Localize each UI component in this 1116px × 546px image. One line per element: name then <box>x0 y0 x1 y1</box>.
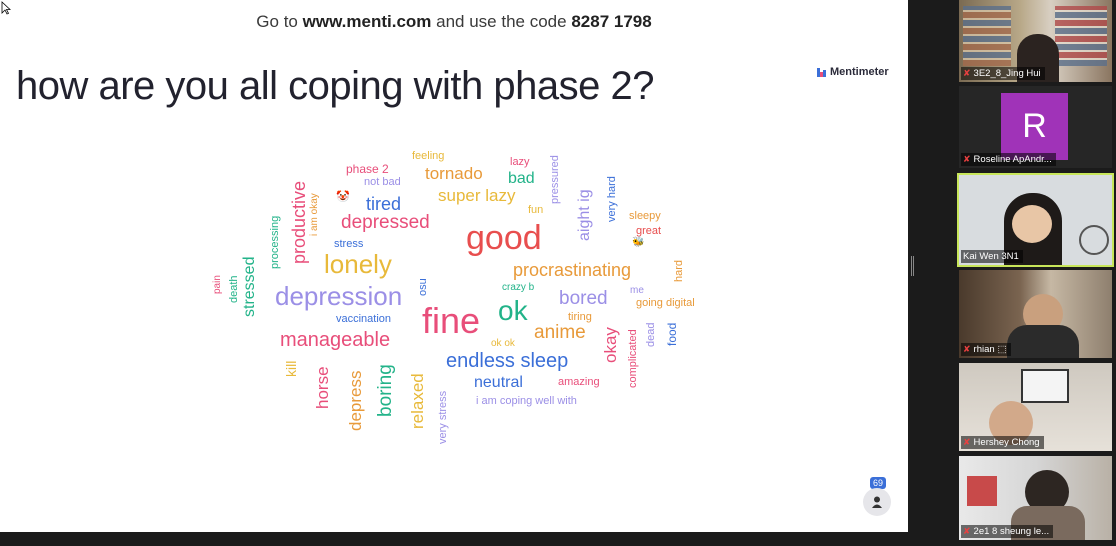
word-cloud-item: very stress <box>437 390 449 444</box>
participant-tile[interactable]: ✘ 3E2_8_Jing Hui <box>959 0 1112 82</box>
mic-muted-icon: ✘ <box>963 68 971 78</box>
emoji-bee-icon: 🐝 <box>632 237 645 248</box>
word-cloud-item: okay <box>601 327 620 363</box>
word-cloud-item: neutral <box>474 374 523 391</box>
word-cloud-item: me <box>630 285 644 296</box>
question-title: how are you all coping with phase 2? <box>16 64 654 108</box>
emoji-face-icon: 🤡 <box>336 191 350 203</box>
word-cloud-item: good <box>466 219 542 257</box>
word-cloud-item: relaxed <box>408 373 427 429</box>
word-cloud-item: productive <box>289 180 309 264</box>
word-cloud-item: processing <box>269 215 281 269</box>
word-cloud-item: aight ig <box>576 189 593 241</box>
word-cloud-item: vaccination <box>336 313 392 325</box>
word-cloud-item: i am coping well with <box>476 395 577 407</box>
word-cloud-item: fun <box>528 204 544 216</box>
word-cloud-item: not bad <box>364 176 401 188</box>
word-cloud-item: tired <box>366 194 402 214</box>
word-cloud-item: lazy <box>510 156 530 168</box>
word-cloud-item: pressured <box>549 155 561 204</box>
word-cloud-item: boring <box>375 364 396 417</box>
screen-share-icon: ⬚ <box>997 344 1007 355</box>
word-cloud-item: endless sleep <box>446 350 569 372</box>
word-cloud-item: food <box>665 322 679 346</box>
word-cloud-item: great <box>636 225 662 237</box>
participant-tile-active-speaker[interactable]: Kai Wen 3N1 <box>959 175 1112 265</box>
mic-muted-icon: ✘ <box>963 437 971 447</box>
word-cloud-item: procrastinating <box>513 260 632 280</box>
word-cloud-item: i am okay <box>309 193 320 236</box>
word-cloud-item: tiring <box>568 311 592 323</box>
word-cloud-item: horse <box>313 366 332 409</box>
mentimeter-logo-icon <box>817 67 826 77</box>
word-cloud-item: super lazy <box>438 186 516 205</box>
participant-tile[interactable]: ✘ 2e1 8 sheung le... <box>959 456 1112 540</box>
word-cloud-item: hard <box>673 259 685 282</box>
word-cloud-item: feeling <box>412 150 445 162</box>
participant-tile[interactable]: R ✘ Roseline ApAndr... <box>959 86 1112 168</box>
word-cloud-item: tornado <box>425 164 483 183</box>
word-cloud-item: depressed <box>341 212 430 233</box>
word-cloud-item: ok <box>498 295 528 326</box>
word-cloud-item: depress <box>346 370 365 431</box>
word-cloud-item: death <box>228 275 240 303</box>
panel-resize-handle[interactable] <box>911 256 914 276</box>
join-code: 8287 1798 <box>571 12 652 31</box>
word-cloud-item: stress <box>334 238 364 250</box>
fan-icon <box>1079 225 1109 255</box>
presentation-slide: Go to www.menti.com and use the code 828… <box>0 0 908 532</box>
word-cloud-item: dead <box>645 322 657 347</box>
word-cloud-item: very hard <box>606 176 618 222</box>
avatar: R <box>1001 93 1068 160</box>
mic-muted-icon: ✘ <box>963 526 971 536</box>
mentimeter-brand: Mentimeter <box>817 66 889 78</box>
word-cloud-item: kill <box>283 360 299 377</box>
word-cloud-item: going digital <box>636 297 695 309</box>
word-cloud-item: phase 2 <box>346 162 389 176</box>
word-cloud-item: stressed <box>241 256 258 317</box>
menti-url: www.menti.com <box>302 12 432 31</box>
word-cloud-item: anime <box>534 322 586 343</box>
word-cloud-item: pain <box>212 275 223 294</box>
participant-tile[interactable]: ✘ rhian ⬚ <box>959 270 1112 358</box>
word-cloud-item: bad <box>508 170 535 187</box>
word-cloud-item: amazing <box>558 376 600 388</box>
mic-muted-icon: ✘ <box>963 344 971 354</box>
word-cloud-item: lonely <box>324 249 392 279</box>
word-cloud-item: sleepy <box>629 210 661 222</box>
response-count-badge: 69 <box>870 477 887 489</box>
word-cloud-item: osu <box>417 278 429 296</box>
word-cloud-item: manageable <box>280 329 391 351</box>
word-cloud-item: bored <box>559 288 608 309</box>
participants-button[interactable] <box>863 488 891 516</box>
word-cloud-item: complicated <box>627 329 639 388</box>
participant-tile[interactable]: ✘ Hershey Chong <box>959 363 1112 451</box>
person-icon <box>872 496 882 508</box>
word-cloud-item: crazy b <box>502 282 535 293</box>
window-icon <box>1021 369 1069 403</box>
mic-muted-icon: ✘ <box>963 154 971 164</box>
join-instructions: Go to www.menti.com and use the code 828… <box>256 12 652 31</box>
word-cloud-item: fine <box>422 300 481 341</box>
word-cloud-item: ok ok <box>491 338 515 349</box>
mouse-cursor-icon <box>1 1 11 15</box>
word-cloud-item: depression <box>275 281 403 311</box>
